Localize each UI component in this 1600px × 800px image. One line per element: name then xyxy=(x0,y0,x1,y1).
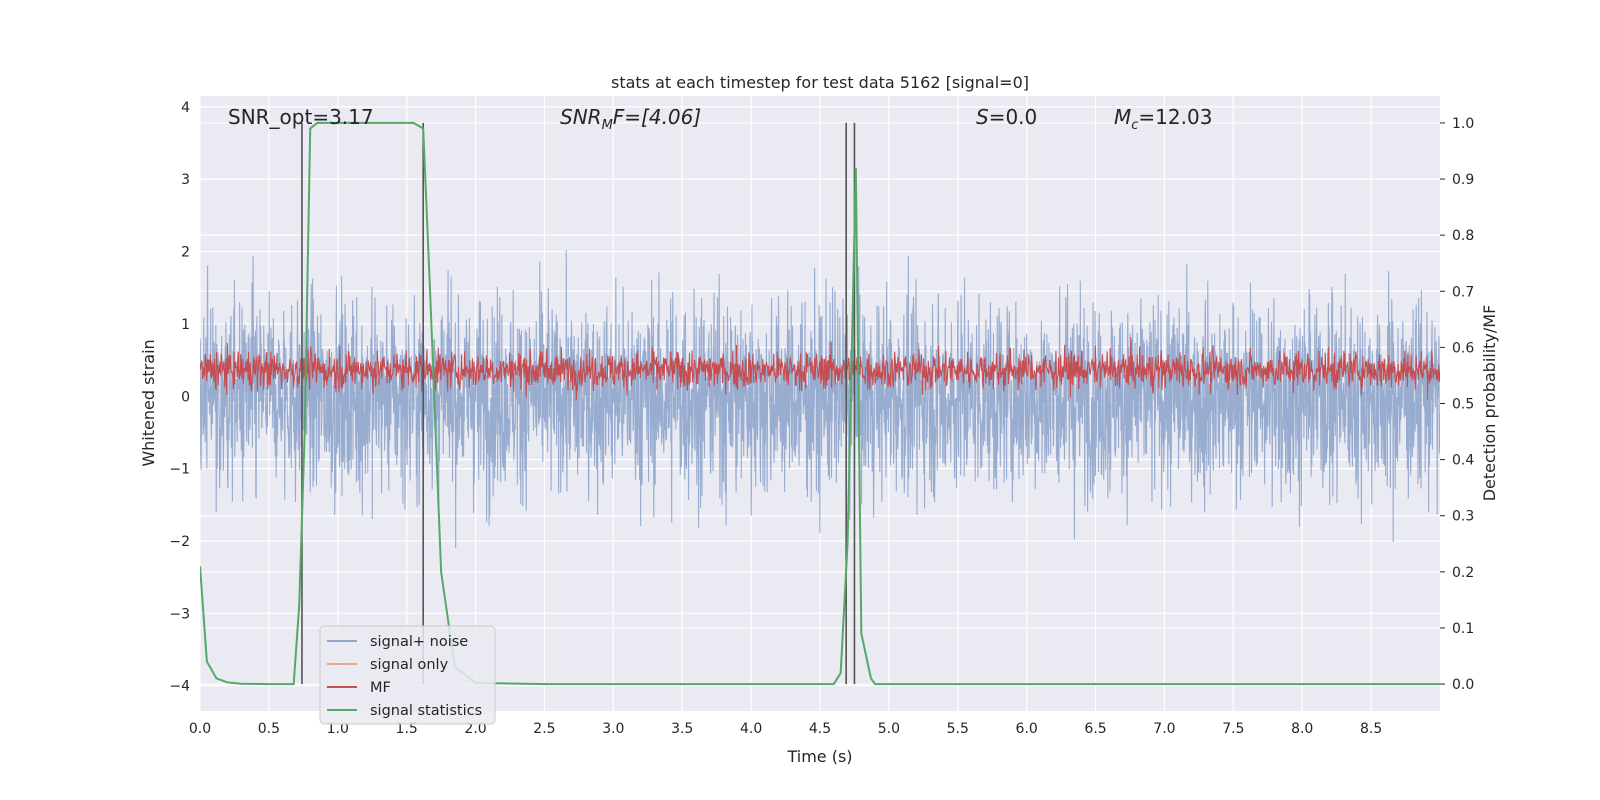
legend-box xyxy=(319,625,496,725)
legend-label-signal-statistics: signal statistics xyxy=(370,703,482,719)
chart-title: stats at each timestep for test data 516… xyxy=(611,73,1029,92)
x-tick-label: 7.0 xyxy=(1153,721,1175,737)
x-tick-label: 1.5 xyxy=(396,721,418,737)
series-signal-noise-line xyxy=(200,249,1440,548)
y-tick-label: 2 xyxy=(181,245,190,261)
y-tick-label: 3 xyxy=(181,172,190,188)
y-axis-label: Whitened strain xyxy=(139,339,158,466)
y-tick-label: −3 xyxy=(169,606,190,622)
x-tick-label: 0.0 xyxy=(189,721,211,737)
y-right-tick-label: 0.6 xyxy=(1452,340,1474,356)
y-axis-ticks: 4 3 2 1 0 −1 −2 −3 −4 xyxy=(169,100,190,695)
y-right-tick-label: 0.7 xyxy=(1452,284,1474,300)
legend-label-signal-only: signal only xyxy=(370,657,449,673)
annotation-s: S=0.0 xyxy=(976,105,1037,129)
legend-label-mf: MF xyxy=(370,680,391,696)
x-tick-label: 3.0 xyxy=(602,721,624,737)
legend-label-signal-noise: signal+ noise xyxy=(370,634,468,650)
x-tick-label: 0.5 xyxy=(258,721,280,737)
y-right-tick-label: 0.1 xyxy=(1452,621,1474,637)
y-right-tick-label: 0.2 xyxy=(1452,565,1474,581)
x-tick-label: 2.5 xyxy=(533,721,555,737)
y-right-tick-label: 0.0 xyxy=(1452,677,1474,693)
y-right-tick-label: 0.3 xyxy=(1452,509,1474,525)
y-right-tick-label: 0.4 xyxy=(1452,453,1474,469)
legend: signal+ noise signal only MF signal stat… xyxy=(319,625,496,725)
x-tick-label: 5.0 xyxy=(878,721,900,737)
x-tick-label: 5.5 xyxy=(947,721,969,737)
x-tick-label: 1.0 xyxy=(327,721,349,737)
y-tick-label: 0 xyxy=(181,389,190,405)
annotation-snr-mf-rest: F=[4.06] xyxy=(613,105,701,129)
y-axis-right-ticks: 1.0 0.9 0.8 0.7 0.6 0.5 0.4 0.3 0.2 0.1 0.0 xyxy=(1440,116,1474,693)
y-tick-label: 1 xyxy=(181,317,190,333)
annotations: SNR_opt=3.17 SNRMF=[4.06] S=0.0 Mc=12.03 xyxy=(228,105,1212,133)
x-tick-label: 4.0 xyxy=(740,721,762,737)
x-tick-label: 4.5 xyxy=(809,721,831,737)
annotation-snr-opt: SNR_opt=3.17 xyxy=(228,105,374,129)
x-axis-label: Time (s) xyxy=(786,747,852,766)
x-tick-label: 3.5 xyxy=(671,721,693,737)
x-tick-label: 8.5 xyxy=(1360,721,1382,737)
y-tick-label: −2 xyxy=(169,534,190,550)
y-tick-label: −1 xyxy=(169,462,190,478)
x-tick-label: 8.0 xyxy=(1291,721,1313,737)
y-right-tick-label: 0.8 xyxy=(1452,228,1474,244)
x-tick-label: 6.0 xyxy=(1016,721,1038,737)
y-right-tick-label: 0.9 xyxy=(1452,172,1474,188)
annotation-snr-mf: SNRMF=[4.06] xyxy=(560,105,701,133)
x-tick-label: 2.0 xyxy=(464,721,486,737)
y-axis-right-label: Detection probability/MF xyxy=(1480,305,1499,502)
x-tick-label: 7.5 xyxy=(1222,721,1244,737)
y-tick-label: 4 xyxy=(181,100,190,116)
annotation-mc: Mc=12.03 xyxy=(1114,105,1212,133)
series-signal-statistics-line xyxy=(200,121,1440,686)
y-right-tick-label: 0.5 xyxy=(1452,397,1474,413)
y-tick-label: −4 xyxy=(169,679,190,695)
series-layer xyxy=(200,121,1440,686)
series-mf-line xyxy=(200,337,1440,401)
y-right-tick-label: 1.0 xyxy=(1452,116,1474,132)
x-tick-label: 6.5 xyxy=(1084,721,1106,737)
x-axis-ticks: 0.0 0.5 1.0 1.5 2.0 2.5 3.0 3.5 4.0 4.5 5.0 5.5 6.0 6… xyxy=(189,721,1382,737)
